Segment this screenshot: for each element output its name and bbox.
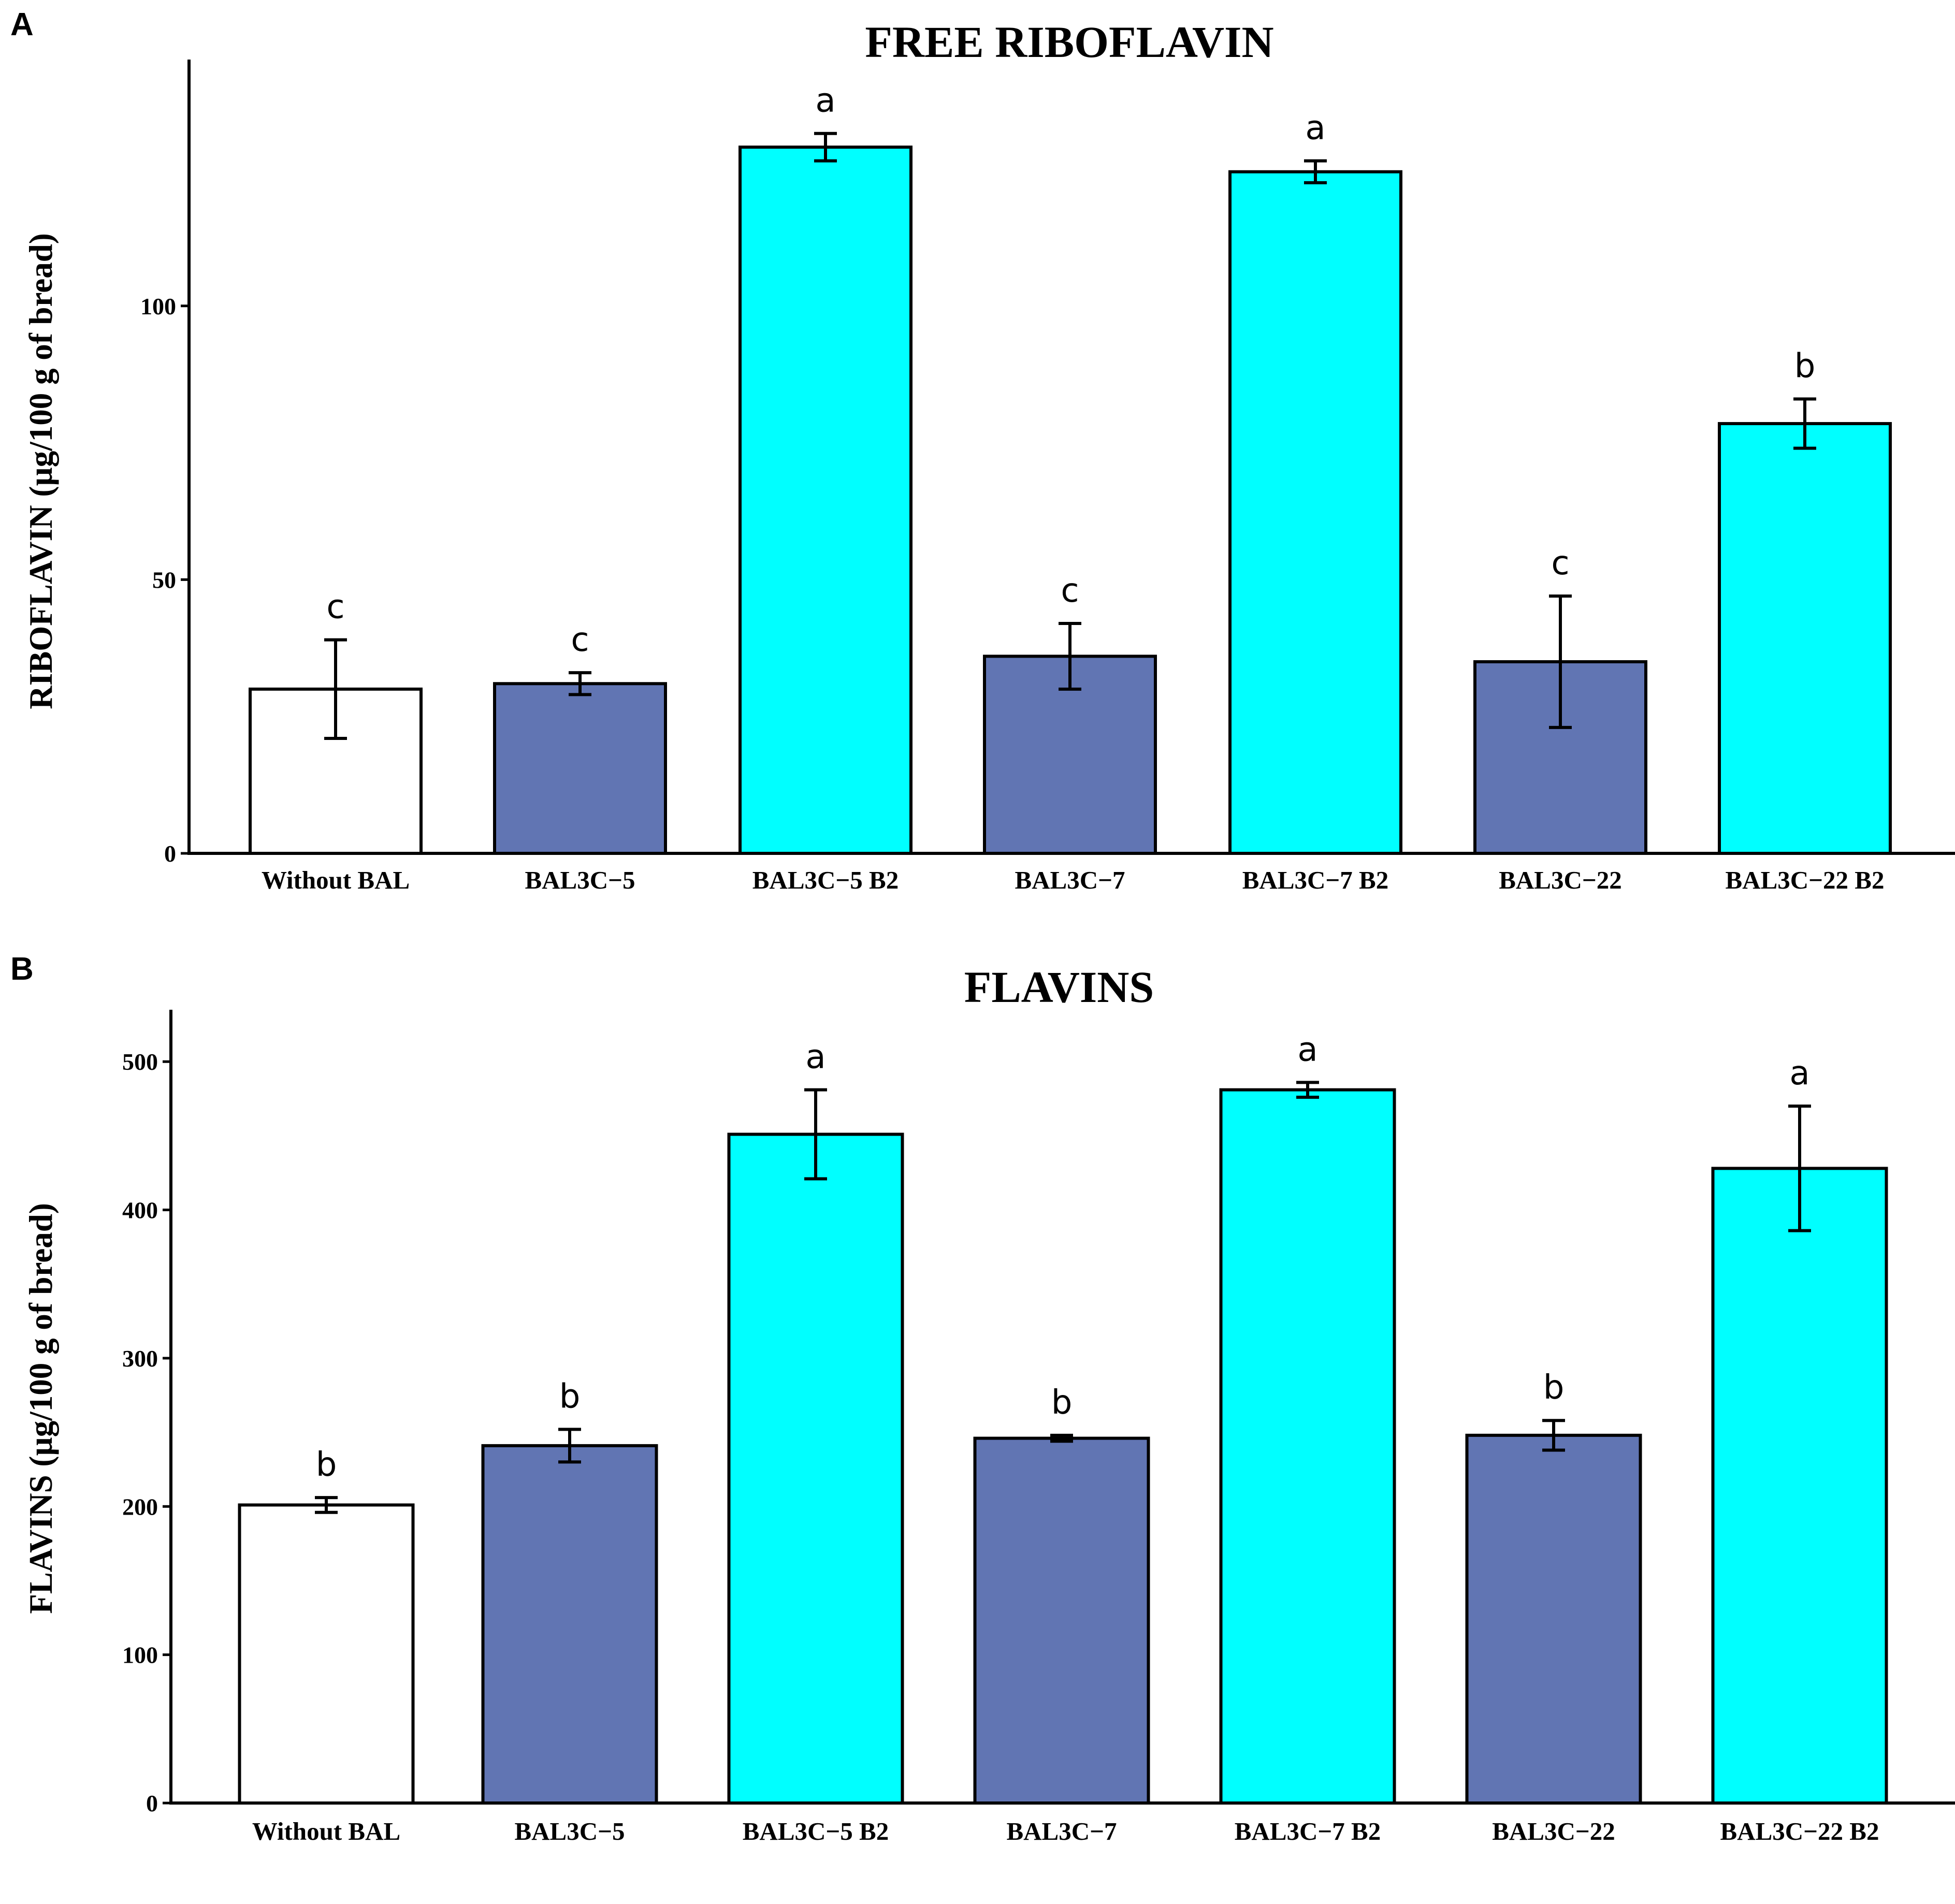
panel-b-bar bbox=[1465, 1433, 1642, 1805]
panel-b-error-bar bbox=[1050, 1433, 1073, 1443]
panel-b-significance-letter: a bbox=[805, 1038, 826, 1077]
panel-b-significance-letter: b bbox=[316, 1446, 337, 1484]
panel-b-error-bar bbox=[1542, 1419, 1565, 1452]
panel-b-bar bbox=[1711, 1167, 1888, 1805]
panel-b-error-bar bbox=[804, 1088, 827, 1181]
panel-a-significance-letter: a bbox=[815, 82, 835, 120]
panel-b-significance-letter: b bbox=[1051, 1384, 1073, 1422]
panel-a-error-bar bbox=[1549, 594, 1572, 729]
panel-a-category-label: BAL3C−22 bbox=[1499, 866, 1622, 894]
panel-b-bar bbox=[238, 1503, 415, 1805]
panel-a-significance-letter: c bbox=[571, 621, 589, 659]
panel-a-category-label: BAL3C−7 bbox=[1015, 866, 1125, 894]
panel-a-category-label: Without BAL bbox=[262, 866, 410, 894]
panel-b-error-bar bbox=[315, 1496, 338, 1514]
panel-a-bar bbox=[738, 146, 913, 855]
panel-b-y-axis-label: FLAVINS (µg/100 g of bread) bbox=[23, 1203, 59, 1614]
panel-a-bar bbox=[493, 682, 667, 855]
panel-b-plot-area: 0 100 200 300 400 500 b Without BAL b BAL3C−5 a BAL… bbox=[122, 1010, 1955, 1845]
panel-b-y-tick-label: 500 bbox=[122, 1049, 158, 1075]
panel-a-error-bar bbox=[569, 671, 591, 696]
panel-a-error-bar bbox=[814, 132, 837, 163]
panel-a-significance-letter: b bbox=[1794, 347, 1816, 385]
panel-a-free-riboflavin-chart: A FREE RIBOFLAVIN RIBOFLAVIN (µg/100 g o… bbox=[10, 7, 1955, 894]
panel-a-y-tick-label: 0 bbox=[164, 840, 176, 867]
panel-b-bar bbox=[481, 1444, 658, 1805]
panel-a-y-tick-label: 100 bbox=[140, 293, 176, 319]
panel-a-category-label: BAL3C−22 B2 bbox=[1726, 866, 1885, 894]
panel-a-letter: A bbox=[10, 7, 34, 42]
panel-a-category-label: BAL3C−5 bbox=[525, 866, 635, 894]
panel-b-category-label: BAL3C−5 B2 bbox=[743, 1817, 889, 1845]
panel-b-category-label: BAL3C−7 bbox=[1006, 1817, 1117, 1845]
panel-b-flavins-chart: B FLAVINS FLAVINS (µg/100 g of bread) 0 1… bbox=[10, 951, 1955, 1845]
panel-b-significance-letter: b bbox=[1543, 1369, 1565, 1407]
panel-b-category-label: Without BAL bbox=[252, 1817, 400, 1845]
panel-a-y-tick-label: 50 bbox=[152, 566, 176, 593]
panel-a-y-axis-label: RIBOFLAVIN (µg/100 g of bread) bbox=[23, 233, 59, 709]
panel-b-bar bbox=[727, 1132, 904, 1805]
panel-a-significance-letter: c bbox=[1061, 572, 1079, 610]
panel-b-y-tick-label: 100 bbox=[122, 1642, 158, 1668]
panel-b-error-bar bbox=[1296, 1081, 1319, 1099]
panel-a-significance-letter: a bbox=[1305, 109, 1325, 148]
panel-a-error-bar bbox=[1304, 159, 1327, 184]
panel-b-significance-letter: b bbox=[559, 1377, 581, 1416]
panel-a-error-bar bbox=[1059, 621, 1081, 691]
panel-b-bar bbox=[973, 1436, 1150, 1805]
panel-b-error-bar bbox=[558, 1428, 581, 1464]
panel-a-significance-letter: c bbox=[326, 588, 344, 627]
panel-b-letter: B bbox=[10, 951, 34, 987]
panel-a-bar bbox=[1228, 170, 1402, 855]
panel-a-significance-letter: c bbox=[1551, 544, 1569, 583]
panel-b-y-tick-label: 400 bbox=[122, 1197, 158, 1224]
panel-b-significance-letter: a bbox=[1789, 1054, 1809, 1093]
panel-b-significance-letter: a bbox=[1297, 1030, 1317, 1069]
panel-b-category-label: BAL3C−22 B2 bbox=[1720, 1817, 1879, 1845]
panel-b-bar bbox=[1219, 1088, 1396, 1805]
panel-b-category-label: BAL3C−7 B2 bbox=[1235, 1817, 1381, 1845]
panel-b-category-label: BAL3C−22 bbox=[1492, 1817, 1615, 1845]
panel-a-error-bar bbox=[1793, 397, 1816, 450]
panel-a-title: FREE RIBOFLAVIN bbox=[865, 17, 1273, 67]
panel-a-category-label: BAL3C−7 B2 bbox=[1242, 866, 1389, 894]
panel-a-plot-area: 0 50 100 c Without BAL c BAL3C−5 a BAL3C−5 B2 c BA… bbox=[140, 60, 1955, 894]
panel-b-y-tick-label: 200 bbox=[122, 1493, 158, 1520]
panel-a-category-label: BAL3C−5 B2 bbox=[752, 866, 899, 894]
panel-b-error-bar bbox=[1788, 1104, 1811, 1232]
panel-a-error-bar bbox=[324, 638, 347, 740]
panel-b-y-tick-label: 0 bbox=[146, 1790, 158, 1816]
panel-b-y-tick-label: 300 bbox=[122, 1345, 158, 1372]
panel-b-category-label: BAL3C−5 bbox=[514, 1817, 625, 1845]
panel-b-title: FLAVINS bbox=[964, 962, 1154, 1012]
panel-a-bar bbox=[1718, 422, 1892, 855]
